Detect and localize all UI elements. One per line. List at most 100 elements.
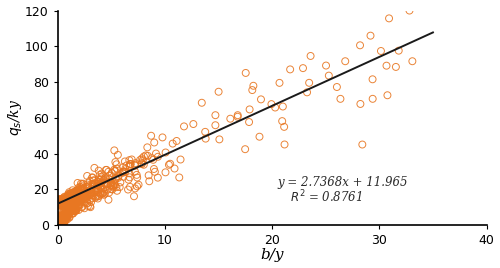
Point xyxy=(73,188,81,193)
Point xyxy=(66,209,74,214)
Point xyxy=(62,200,70,204)
Point xyxy=(88,192,96,196)
Point xyxy=(56,213,64,217)
Point xyxy=(356,102,364,106)
Point xyxy=(74,198,82,202)
Point xyxy=(108,187,116,191)
Point xyxy=(98,191,106,195)
Point xyxy=(66,196,74,201)
Point xyxy=(86,193,94,197)
Point xyxy=(78,196,86,201)
Point xyxy=(56,222,64,226)
Point xyxy=(88,190,96,195)
Point xyxy=(57,217,65,222)
Point xyxy=(74,203,82,207)
Point xyxy=(55,201,63,206)
Point xyxy=(55,223,63,227)
Point xyxy=(65,193,73,198)
Point xyxy=(121,170,129,174)
Point xyxy=(58,200,66,204)
Point xyxy=(72,207,80,211)
Point xyxy=(64,214,72,218)
Point xyxy=(74,197,82,201)
Point xyxy=(176,175,184,180)
Point xyxy=(201,130,209,134)
Point xyxy=(81,195,89,199)
Point xyxy=(56,198,64,202)
Point xyxy=(140,163,148,167)
Point xyxy=(66,215,74,220)
Point xyxy=(77,196,85,201)
Point xyxy=(62,195,70,200)
Point xyxy=(76,203,84,207)
Point xyxy=(78,182,86,186)
Point xyxy=(56,219,64,224)
Point xyxy=(59,200,67,204)
Point xyxy=(62,215,70,219)
Point xyxy=(68,198,76,202)
Point xyxy=(131,163,139,168)
Point xyxy=(60,207,68,211)
Point xyxy=(61,199,69,203)
Point xyxy=(58,220,66,224)
Point xyxy=(280,125,288,129)
Point xyxy=(98,181,106,185)
Point xyxy=(97,176,105,181)
Point xyxy=(69,195,77,199)
Point xyxy=(56,217,64,221)
Point xyxy=(86,193,94,197)
Point xyxy=(105,191,113,195)
Point xyxy=(165,163,173,167)
Point xyxy=(60,199,68,203)
Point xyxy=(84,184,92,188)
Point xyxy=(102,182,110,186)
Point xyxy=(75,203,83,208)
Point xyxy=(64,210,72,214)
Point xyxy=(73,197,81,201)
Point xyxy=(56,200,64,204)
Point xyxy=(98,180,106,184)
Point xyxy=(66,211,74,215)
Point xyxy=(54,203,62,207)
Point xyxy=(333,85,341,89)
Point xyxy=(60,219,68,224)
Point xyxy=(76,198,84,202)
Point xyxy=(56,198,64,202)
Point xyxy=(91,196,99,200)
Point xyxy=(97,184,105,189)
Point xyxy=(56,217,64,222)
Point xyxy=(79,184,87,188)
Point xyxy=(68,205,76,209)
Point xyxy=(64,202,72,207)
Point xyxy=(278,119,286,123)
Point xyxy=(56,221,64,225)
Point xyxy=(62,218,70,223)
Point xyxy=(102,177,110,181)
Point xyxy=(68,199,76,204)
Point xyxy=(71,206,79,211)
Point xyxy=(70,208,78,213)
Point xyxy=(96,181,104,185)
Point xyxy=(54,218,62,222)
Point xyxy=(245,120,253,124)
Point xyxy=(57,198,65,202)
Point xyxy=(162,150,170,155)
Point xyxy=(94,182,102,186)
Point xyxy=(124,187,132,192)
Point xyxy=(86,198,94,203)
Point xyxy=(109,183,117,188)
Point xyxy=(63,199,71,203)
Point xyxy=(84,201,92,205)
Point xyxy=(54,202,62,206)
Point xyxy=(62,201,70,206)
Point xyxy=(86,205,94,209)
Point xyxy=(64,196,72,200)
Point xyxy=(66,207,74,212)
Point xyxy=(64,211,72,215)
Point xyxy=(58,223,66,227)
Point xyxy=(61,213,69,217)
Point xyxy=(83,201,91,206)
Point xyxy=(58,201,66,205)
Point xyxy=(61,197,69,201)
Point xyxy=(93,184,101,188)
